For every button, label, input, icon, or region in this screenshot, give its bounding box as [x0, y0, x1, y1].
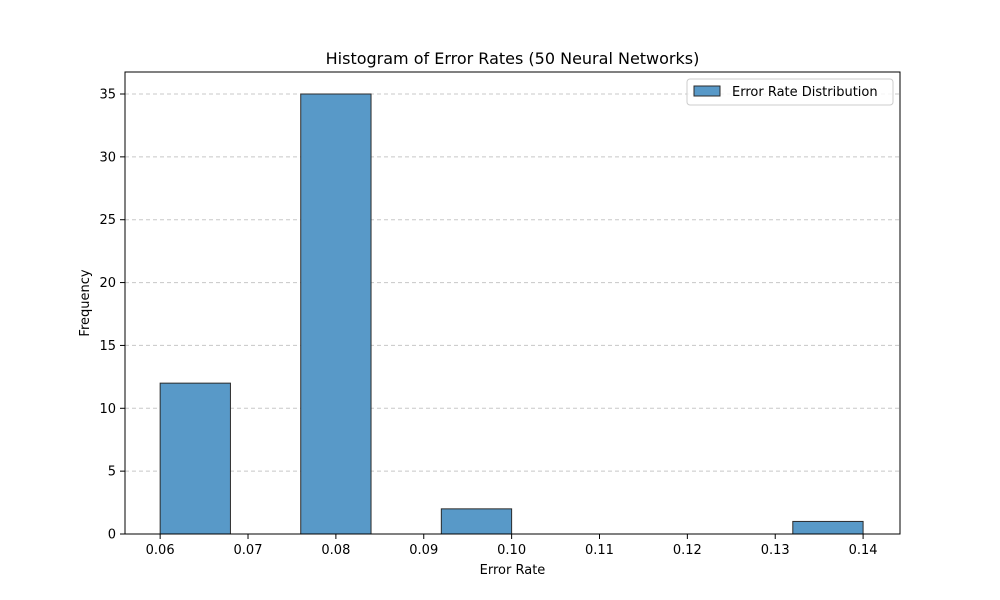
x-tick-label-0.10: 0.10 [497, 543, 526, 558]
x-tick-label-0.09: 0.09 [409, 543, 438, 558]
legend-box [686, 78, 894, 106]
x-axis-label: Error Rate [480, 563, 546, 578]
x-tick-label-0.11: 0.11 [585, 543, 614, 558]
legend-swatch [693, 85, 721, 97]
x-tick-label-0.12: 0.12 [673, 543, 702, 558]
x-tick-label-0.13: 0.13 [761, 543, 790, 558]
x-tick-label-0.07: 0.07 [234, 543, 263, 558]
y-tick-label-30: 30 [99, 150, 116, 165]
y-axis: 0 5 10 15 20 25 30 35 [99, 88, 125, 543]
y-tick-label-5: 5 [108, 465, 116, 480]
histogram-bar-9 [792, 520, 864, 535]
histogram-bar-0 [159, 382, 231, 535]
y-axis-label: Frequency [78, 269, 93, 336]
legend-label: Error Rate Distribution [732, 85, 878, 100]
x-tick-label-0.14: 0.14 [849, 543, 878, 558]
x-tick-label-0.06: 0.06 [146, 543, 175, 558]
legend: Error Rate Distribution [686, 78, 894, 106]
x-tick-label-0.08: 0.08 [321, 543, 350, 558]
y-tick-label-25: 25 [99, 213, 116, 228]
chart-title: Histogram of Error Rates (50 Neural Netw… [326, 49, 700, 68]
histogram-bar-4 [440, 508, 513, 535]
y-tick-label-20: 20 [99, 276, 116, 291]
grid-lines [125, 93, 900, 535]
y-tick-label-10: 10 [99, 402, 116, 417]
y-tick-label-35: 35 [99, 88, 116, 103]
y-tick-label-15: 15 [99, 339, 116, 354]
y-tick-label-0: 0 [108, 528, 116, 543]
x-axis: 0.06 0.07 0.08 0.09 0.10 0.11 0.12 0.13 0.14 [146, 534, 878, 558]
plot-frame [124, 71, 901, 535]
bars [159, 93, 864, 535]
histogram-bar-2 [300, 93, 372, 535]
